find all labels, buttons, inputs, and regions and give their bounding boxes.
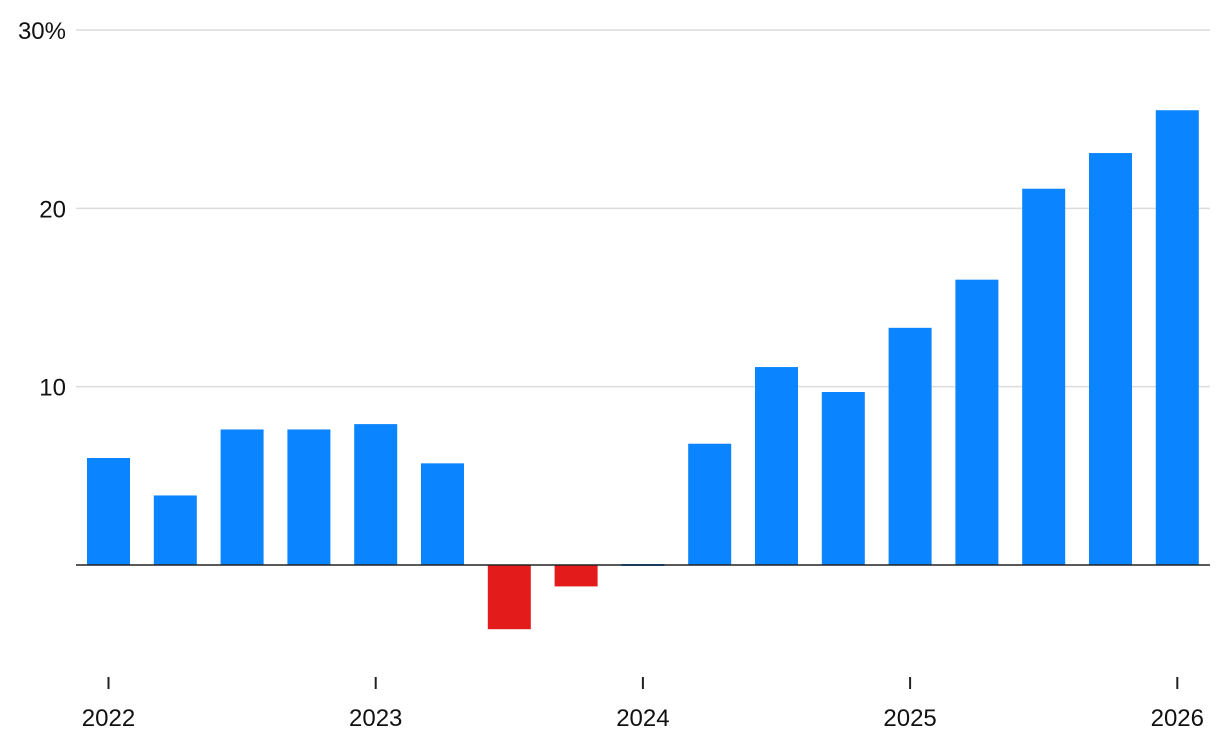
bar-2022-q3 [220, 429, 264, 565]
bar-2024-q4 [821, 392, 865, 565]
bar-2023-q1 [354, 424, 398, 565]
bar-2022-q2 [153, 495, 197, 565]
bar-2025-q3 [1022, 188, 1066, 565]
x-tick-label-2024: 2024 [616, 705, 669, 732]
bar-2024-q3 [755, 367, 798, 565]
x-axis: 2022 2023 2024 2025 2026 [82, 677, 1204, 732]
y-tick-label-10: 10 [39, 375, 66, 402]
bars [87, 110, 1199, 630]
bar-2023-q4 [554, 565, 598, 587]
bar-2025-q1 [888, 327, 932, 565]
grid-lines [76, 29, 1210, 388]
bar-2022-q4 [287, 429, 331, 565]
bar-2025-q2 [955, 279, 999, 565]
bar-2024-q2 [688, 443, 732, 565]
x-tick-label-2026: 2026 [1151, 705, 1204, 732]
y-tick-label-20: 20 [39, 196, 66, 223]
x-tick-label-2025: 2025 [883, 705, 936, 732]
x-tick-label-2022: 2022 [82, 705, 135, 732]
x-tick-label-2023: 2023 [349, 705, 402, 732]
bar-2025-q4 [1089, 153, 1132, 566]
y-tick-label-30: 30% [18, 18, 66, 45]
bar-2023-q3 [487, 565, 531, 630]
bar-2026-q1 [1155, 110, 1199, 565]
y-axis-labels: 30% 20 10 [18, 18, 66, 402]
bar-2023-q2 [421, 463, 464, 565]
bar-2022-q1 [87, 458, 130, 565]
